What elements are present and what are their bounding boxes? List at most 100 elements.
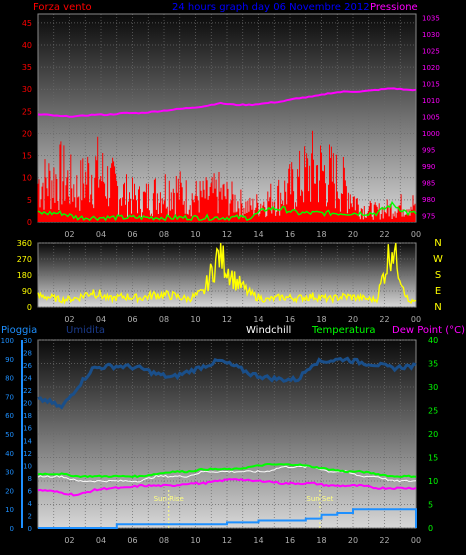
dewpoint-series <box>37 477 417 497</box>
gust-series <box>37 200 417 222</box>
temperature-tick-label: 5 <box>428 501 433 510</box>
x-tick-label: 22 <box>379 536 389 545</box>
x-tick-label: 16 <box>285 230 295 239</box>
humidity-tick-label: 26 <box>23 362 32 370</box>
direction-tick-label: 180 <box>17 271 32 280</box>
x-tick-label: 14 <box>253 230 263 239</box>
temperature-tick-label: 0 <box>428 524 433 533</box>
sun-marker-label: Sun Set <box>306 495 333 503</box>
rain-tick-label: 90 <box>5 356 14 364</box>
x-tick-label: 02 <box>64 536 74 545</box>
compass-label: E <box>435 286 441 297</box>
rain-tick-label: 20 <box>5 487 14 495</box>
x-tick-label: 16 <box>285 536 295 545</box>
x-tick-label: 06 <box>127 315 137 324</box>
x-tick-label: 18 <box>316 536 326 545</box>
x-tick-label: 00 <box>411 230 421 239</box>
x-tick-label: 16 <box>285 315 295 324</box>
humidity-tick-label: 6 <box>28 487 33 495</box>
wind-tick-label: 10 <box>22 174 32 183</box>
humidity-tick-label: 28 <box>23 350 32 358</box>
x-tick-label: 20 <box>348 230 358 239</box>
rain-tick-label: 0 <box>10 525 14 533</box>
humidity-tick-label: 14 <box>23 437 32 445</box>
temperature-series <box>37 463 417 479</box>
humidity-tick-label: 12 <box>23 450 32 458</box>
temperature-tick-label: 25 <box>428 407 438 416</box>
x-tick-label: 08 <box>159 230 169 239</box>
x-tick-label: 10 <box>190 230 200 239</box>
pressure-tick-label: 1035 <box>422 14 440 22</box>
humidity-tick-label: 22 <box>23 387 32 395</box>
wind-speed-series <box>37 130 416 222</box>
rain-tick-label: 80 <box>5 375 14 383</box>
humidity-series <box>37 356 417 410</box>
wind-tick-label: 0 <box>27 218 32 227</box>
x-tick-label: 20 <box>348 315 358 324</box>
x-tick-label: 00 <box>411 315 421 324</box>
pressure-tick-label: 1030 <box>422 31 440 39</box>
temperature-tick-label: 35 <box>428 360 438 369</box>
x-tick-label: 10 <box>190 536 200 545</box>
pressure-tick-label: 995 <box>422 146 435 154</box>
rain-title: Pioggia <box>1 325 37 336</box>
temperature-tick-label: 40 <box>428 336 438 345</box>
rain-series <box>38 508 417 529</box>
windchill-title: Windchill <box>246 325 291 336</box>
pressure-tick-label: 985 <box>422 179 435 187</box>
direction-tick-label: 90 <box>22 287 32 296</box>
x-tick-label: 22 <box>379 315 389 324</box>
humidity-tick-label: 0 <box>28 525 32 533</box>
wind-tick-label: 40 <box>22 41 32 50</box>
x-tick-label: 12 <box>222 230 232 239</box>
windchill-series <box>37 465 417 483</box>
temperature-tick-label: 30 <box>428 383 438 392</box>
x-tick-label: 06 <box>127 230 137 239</box>
x-tick-label: 14 <box>253 315 263 324</box>
rain-tick-label: 50 <box>5 431 14 439</box>
x-tick-label: 18 <box>316 230 326 239</box>
humidity-tick-label: 16 <box>23 425 32 433</box>
compass-label: N <box>434 238 441 249</box>
x-tick-label: 22 <box>379 230 389 239</box>
rain-axis-bar <box>21 340 23 528</box>
direction-series <box>37 242 417 305</box>
wind-tick-label: 30 <box>22 85 32 94</box>
rain-tick-label: 70 <box>5 393 14 401</box>
pressure-tick-label: 1005 <box>422 113 440 121</box>
x-tick-label: 04 <box>96 230 106 239</box>
pressure-tick-label: 1000 <box>422 130 440 138</box>
x-tick-label: 18 <box>316 315 326 324</box>
humidity-tick-label: 30 <box>23 337 32 345</box>
pressure-title: Pressione <box>370 2 418 13</box>
direction-tick-label: 0 <box>27 303 32 312</box>
pressure-tick-label: 1025 <box>422 47 440 55</box>
humidity-tick-label: 20 <box>23 400 32 408</box>
x-tick-label: 08 <box>159 536 169 545</box>
direction-tick-label: 270 <box>17 255 32 264</box>
x-tick-label: 02 <box>64 315 74 324</box>
x-tick-label: 00 <box>411 536 421 545</box>
compass-label: S <box>435 270 441 281</box>
rain-tick-label: 40 <box>5 450 14 458</box>
x-tick-label: 20 <box>348 536 358 545</box>
x-tick-label: 14 <box>253 536 263 545</box>
temperature-title: Temperatura <box>311 325 376 336</box>
pressure-series <box>37 87 417 118</box>
compass-label: W <box>433 254 443 265</box>
x-tick-label: 12 <box>222 315 232 324</box>
x-tick-label: 10 <box>190 315 200 324</box>
pressure-tick-label: 1010 <box>422 97 440 105</box>
humidity-tick-label: 8 <box>28 475 32 483</box>
humidity-tick-label: 4 <box>28 500 33 508</box>
pressure-tick-label: 1015 <box>422 80 440 88</box>
humidity-tick-label: 2 <box>28 512 32 520</box>
humidity-title: Umidita <box>66 325 105 336</box>
x-tick-label: 04 <box>96 536 106 545</box>
sun-marker-label: Sun Rise <box>154 495 184 503</box>
temperature-tick-label: 15 <box>428 454 438 463</box>
rain-tick-label: 60 <box>5 412 14 420</box>
graph-title: 24 hours graph day 06 Novembre 2012 <box>172 2 370 13</box>
dewpoint-title: Dew Point (°C) <box>392 325 465 336</box>
